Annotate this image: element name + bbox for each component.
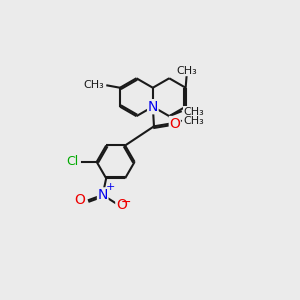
- Text: N: N: [148, 100, 158, 114]
- Text: CH₃: CH₃: [184, 116, 204, 126]
- Text: O: O: [116, 198, 127, 212]
- Text: N: N: [98, 188, 108, 202]
- Text: O: O: [74, 193, 85, 207]
- Text: CH₃: CH₃: [184, 106, 204, 116]
- Text: CH₃: CH₃: [83, 80, 104, 90]
- Text: +: +: [106, 182, 115, 192]
- Text: O: O: [169, 116, 180, 130]
- Text: CH₃: CH₃: [176, 66, 197, 76]
- Text: Cl: Cl: [66, 155, 78, 168]
- Text: −: −: [121, 196, 131, 209]
